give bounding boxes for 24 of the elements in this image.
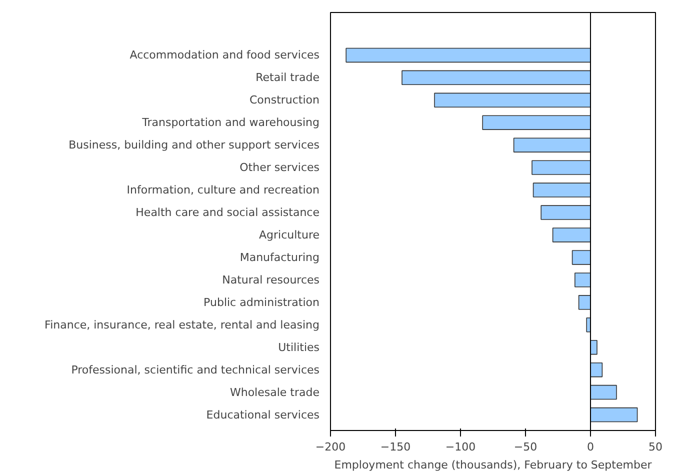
y-tick-label: Accommodation and food services (130, 48, 320, 62)
y-tick-label: Agriculture (259, 228, 320, 242)
y-tick-label: Wholesale trade (230, 386, 320, 399)
y-tick-label: Other services (240, 161, 320, 174)
x-tick-label: −200 (315, 440, 346, 454)
y-tick-label: Business, building and other support services (68, 138, 320, 152)
x-tick-label: 0 (587, 440, 594, 454)
y-tick-label: Information, culture and recreation (126, 184, 320, 197)
y-tick-label: Manufacturing (240, 250, 320, 264)
y-tick-label: Finance, insurance, real estate, rental and leasing (44, 318, 320, 332)
y-tick-label: Utilities (278, 340, 320, 354)
x-tick-label: −100 (445, 440, 476, 454)
y-tick-label: Public administration (204, 296, 320, 309)
y-tick-label: Retail trade (256, 71, 320, 84)
x-tick-label: 50 (648, 440, 662, 454)
x-tick-label: −50 (514, 440, 538, 454)
y-tick-label: Professional, scientific and technical services (71, 363, 320, 376)
y-tick-label: Transportation and warehousing (141, 116, 320, 130)
x-tick-label: −150 (380, 440, 411, 454)
y-tick-label: Natural resources (222, 273, 320, 286)
y-tick-label: Educational services (206, 408, 320, 422)
x-axis-title: Employment change (thousands), February to September (334, 458, 652, 472)
y-tick-label: Health care and social assistance (136, 206, 320, 220)
y-tick-label: Construction (249, 94, 320, 107)
